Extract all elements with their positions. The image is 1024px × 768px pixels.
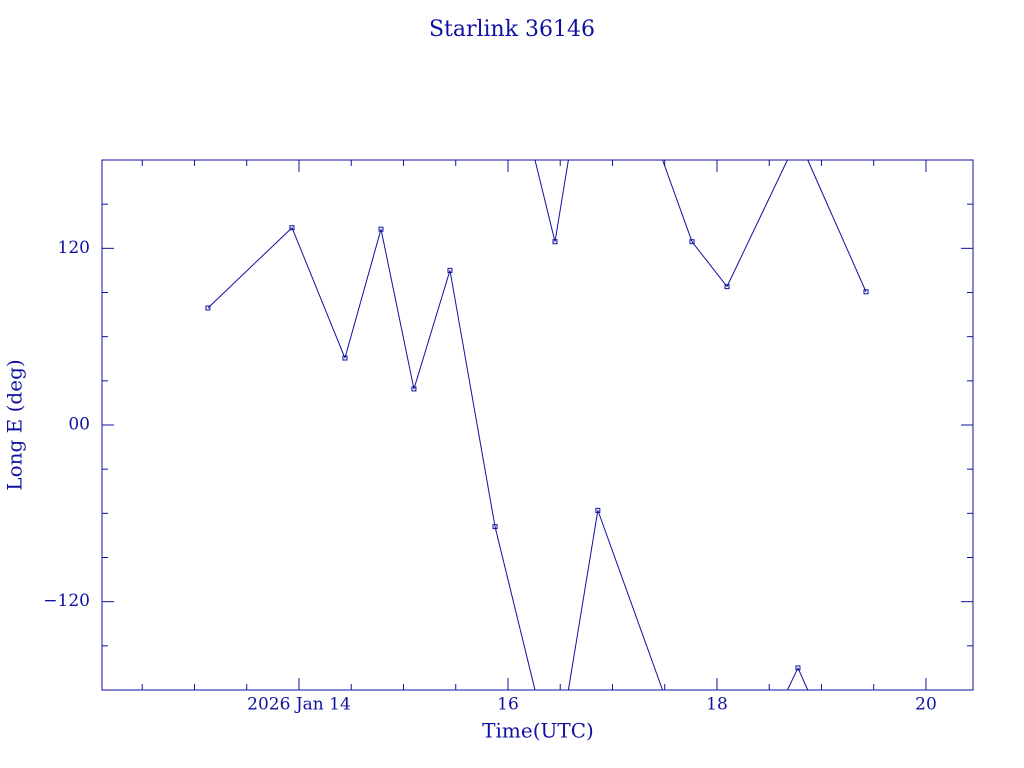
data-point — [205, 305, 211, 311]
line-segment — [534, 159, 556, 242]
line-segment — [380, 229, 415, 390]
line-segment — [662, 159, 693, 242]
x-tick-label: 20 — [915, 695, 937, 715]
data-point — [795, 665, 801, 671]
data-point — [863, 289, 869, 295]
line-segment — [207, 227, 293, 309]
line-segment — [786, 667, 799, 691]
x-tick-label: 16 — [497, 695, 519, 715]
line-segment — [567, 510, 599, 691]
line-segment — [413, 270, 451, 390]
y-axis-label: Long E (deg) — [3, 359, 27, 490]
data-point — [378, 226, 384, 232]
chart-title: Starlink 36146 — [429, 17, 595, 42]
y-tick-label: 00 — [68, 415, 90, 435]
x-tick-label: 18 — [706, 695, 728, 715]
y-tick-label: −120 — [43, 591, 90, 611]
line-segment — [797, 667, 809, 691]
line-segment — [726, 159, 788, 287]
data-point — [552, 239, 558, 245]
x-tick-label: 2026 Jan 14 — [247, 695, 351, 715]
y-tick-label: 120 — [58, 238, 90, 258]
data-point — [595, 507, 601, 513]
data-point — [289, 225, 295, 231]
line-segment — [554, 159, 569, 242]
x-axis-label: Time(UTC) — [482, 719, 594, 743]
line-segment — [807, 159, 867, 292]
line-segment — [449, 270, 496, 527]
data-point — [411, 386, 417, 392]
data-point — [342, 355, 348, 361]
data-point — [724, 284, 730, 290]
line-segment — [597, 510, 664, 691]
data-point — [689, 239, 695, 245]
line-segment — [291, 227, 346, 359]
line-segment — [344, 229, 382, 359]
data-point — [447, 267, 453, 273]
data-point — [492, 524, 498, 530]
line-segment — [494, 526, 536, 691]
line-segment — [691, 241, 728, 287]
